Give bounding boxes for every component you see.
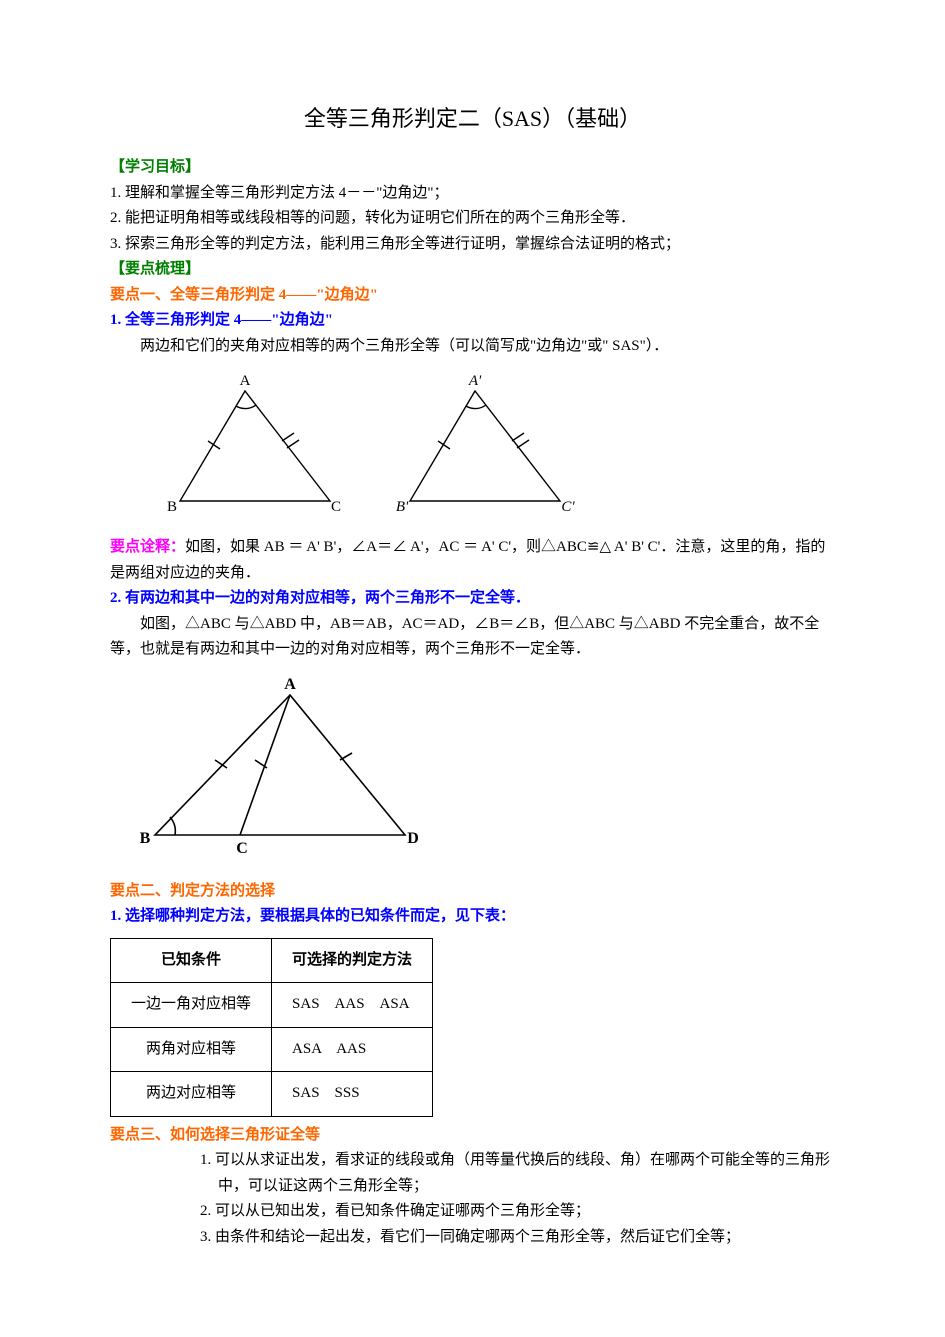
key-points-heading: 【要点梳理】 [110, 257, 835, 283]
vertex-label: C [331, 499, 341, 515]
goals-heading: 【学习目标】 [110, 155, 835, 181]
goal-item: 3. 探索三角形全等的判定方法，能利用三角形全等进行证明，掌握综合法证明的格式； [110, 232, 835, 258]
table-cell: SAS SSS [272, 1072, 433, 1117]
goal-item: 2. 能把证明角相等或线段相等的问题，转化为证明它们所在的两个三角形全等． [110, 206, 835, 232]
table-header: 已知条件 [111, 938, 272, 983]
key3-item: 3. 由条件和结论一起出发，看它们一同确定哪两个三角形全等，然后证它们全等； [170, 1225, 835, 1251]
selection-table: 已知条件 可选择的判定方法 一边一角对应相等 SAS AAS ASA 两角对应相… [110, 938, 835, 1117]
key3-item: 1. 可以从求证出发，看求证的线段或角（用等量代换后的线段、角）在哪两个可能全等… [170, 1148, 835, 1199]
note-label: 要点诠释： [110, 539, 185, 555]
table-cell: 两角对应相等 [111, 1027, 272, 1072]
figure-two-triangles: A B C A' B' C' [110, 371, 835, 521]
key1-sub1-heading: 1. 全等三角形判定 4——"边角边" [110, 308, 835, 334]
vertex-label: A [284, 676, 296, 693]
goal-item: 1. 理解和掌握全等三角形判定方法 4－－"边角边"； [110, 181, 835, 207]
vertex-label: B' [396, 499, 409, 515]
key3-heading: 要点三、如何选择三角形证全等 [110, 1123, 835, 1149]
vertex-label: D [407, 830, 419, 847]
table-row: 两边对应相等 SAS SSS [111, 1072, 433, 1117]
page-title: 全等三角形判定二（SAS）（基础） [110, 100, 835, 137]
key1-sub2-heading: 2. 有两边和其中一边的对角对应相等，两个三角形不一定全等． [110, 586, 835, 612]
vertex-label: C [236, 840, 248, 857]
note-text: 如图，如果 AB ＝ A' B'，∠A＝∠ A'，AC ＝ A' C'，则△AB… [110, 539, 825, 581]
key2-sub-heading: 1. 选择哪种判定方法，要根据具体的已知条件而定，见下表： [110, 904, 835, 930]
table-row: 一边一角对应相等 SAS AAS ASA [111, 983, 433, 1028]
key1-sub2-text: 如图，△ABC 与△ABD 中，AB＝AB，AC＝AD，∠B＝∠B，但△ABC … [110, 612, 835, 663]
table-cell: 一边一角对应相等 [111, 983, 272, 1028]
key2-heading: 要点二、判定方法的选择 [110, 879, 835, 905]
vertex-label: C' [561, 499, 575, 515]
vertex-label: A [240, 373, 251, 389]
key1-sub1-text: 两边和它们的夹角对应相等的两个三角形全等（可以简写成"边角边"或" SAS"）． [110, 334, 835, 360]
table-cell: 两边对应相等 [111, 1072, 272, 1117]
key3-list: 1. 可以从求证出发，看求证的线段或角（用等量代换后的线段、角）在哪两个可能全等… [110, 1148, 835, 1250]
vertex-label: A' [468, 373, 482, 389]
key3-item: 2. 可以从已知出发，看已知条件确定证哪两个三角形全等； [170, 1199, 835, 1225]
table-cell: SAS AAS ASA [272, 983, 433, 1028]
table-row: 两角对应相等 ASA AAS [111, 1027, 433, 1072]
table-cell: ASA AAS [272, 1027, 433, 1072]
key1-note: 要点诠释：如图，如果 AB ＝ A' B'，∠A＝∠ A'，AC ＝ A' C'… [110, 535, 835, 586]
figure-overlapping-triangles: A B C D [110, 675, 835, 865]
vertex-label: B [167, 499, 177, 515]
table-header: 可选择的判定方法 [272, 938, 433, 983]
key1-heading: 要点一、全等三角形判定 4——"边角边" [110, 283, 835, 309]
vertex-label: B [140, 830, 151, 847]
goals-list: 1. 理解和掌握全等三角形判定方法 4－－"边角边"； 2. 能把证明角相等或线… [110, 181, 835, 258]
